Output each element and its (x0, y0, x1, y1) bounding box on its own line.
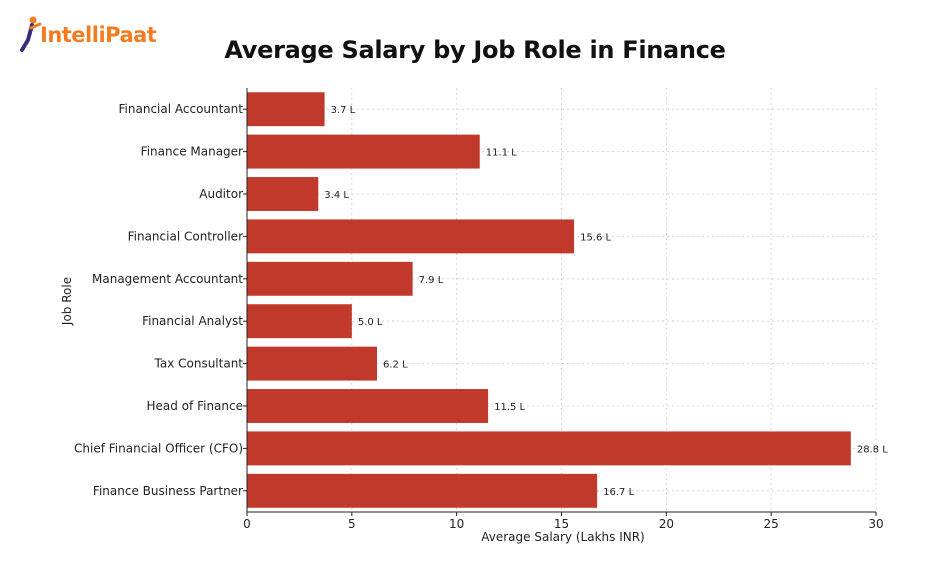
data-label: 3.7 L (331, 105, 356, 116)
category-tick-label: Financial Controller (128, 229, 243, 243)
data-label: 5.0 L (358, 317, 383, 328)
category-tick-label: Finance Business Partner (93, 484, 243, 498)
category-tick-label: Chief Financial Officer (CFO) (74, 441, 243, 455)
data-label: 28.8 L (857, 444, 888, 455)
category-tick-label: Financial Analyst (142, 314, 243, 328)
bar (247, 389, 489, 423)
person-icon (20, 16, 42, 52)
x-tick-label: 30 (868, 517, 883, 531)
bar (247, 219, 575, 254)
x-axis-label: Average Salary (Lakhs INR) (481, 530, 644, 544)
x-tick-label: 5 (348, 517, 356, 531)
bar (247, 304, 352, 339)
data-label: 16.7 L (603, 487, 634, 498)
x-tick-label: 15 (554, 517, 569, 531)
axes (243, 88, 877, 516)
bar (247, 346, 377, 381)
x-tick-label: 0 (243, 517, 251, 531)
bar (247, 261, 413, 296)
bar (247, 431, 851, 466)
category-tick-label: Auditor (199, 187, 243, 201)
x-tick-label: 25 (764, 517, 779, 531)
bar (247, 92, 325, 127)
brand-logo: IntelliPaat (18, 14, 157, 54)
brand-name: IntelliPaat (40, 23, 157, 47)
category-tick-label: Management Accountant (92, 272, 243, 286)
category-tick-label: Financial Accountant (119, 102, 244, 116)
bar (247, 473, 598, 508)
data-label: 7.9 L (419, 275, 444, 286)
y-axis-label: Job Role (60, 277, 74, 326)
bar-series (247, 92, 851, 508)
bar (247, 177, 319, 211)
data-label: 11.5 L (494, 402, 525, 413)
category-tick-label: Finance Manager (141, 145, 243, 159)
category-tick-label: Head of Finance (147, 399, 243, 413)
category-tick-label: Tax Consultant (154, 357, 244, 371)
chart-title: Average Salary by Job Role in Finance (224, 36, 726, 64)
x-tick-label: 10 (449, 517, 464, 531)
tick-labels: 3.7 L Financial Accountant 11.1 L Finance M… (74, 102, 888, 531)
data-label: 15.6 L (580, 232, 611, 243)
bar (247, 134, 480, 169)
x-tick-label: 20 (659, 517, 674, 531)
data-label: 3.4 L (324, 190, 349, 201)
data-label: 11.1 L (486, 148, 517, 159)
data-label: 6.2 L (383, 360, 408, 371)
